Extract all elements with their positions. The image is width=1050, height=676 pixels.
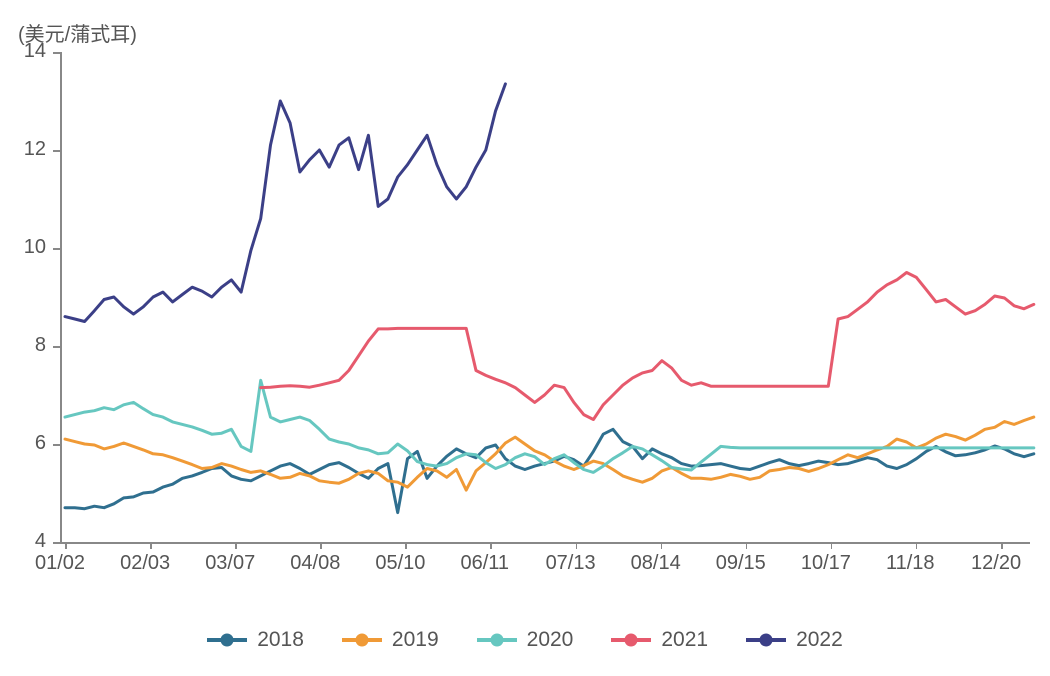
legend-swatch [477, 638, 517, 642]
x-tick-label: 04/08 [290, 552, 340, 575]
x-tick [320, 542, 322, 549]
y-tick-label: 14 [0, 40, 46, 63]
x-tick [65, 542, 67, 549]
x-tick [916, 542, 918, 549]
x-tick [746, 542, 748, 549]
x-tick-label: 05/10 [375, 552, 425, 575]
legend-marker [625, 634, 638, 647]
x-axis-line [60, 542, 1030, 544]
legend-item-2018: 2018 [207, 628, 304, 652]
y-tick [53, 52, 60, 54]
y-tick [53, 150, 60, 152]
x-tick-label: 07/13 [546, 552, 596, 575]
y-tick [53, 248, 60, 250]
x-tick-label: 12/20 [971, 552, 1021, 575]
y-tick [53, 346, 60, 348]
y-axis-line [60, 52, 62, 542]
x-tick-label: 08/14 [631, 552, 681, 575]
x-tick-label: 10/17 [801, 552, 851, 575]
y-tick-label: 4 [0, 530, 46, 553]
legend-item-2022: 2022 [746, 628, 843, 652]
series-line-2018 [65, 429, 1034, 512]
legend-swatch [746, 638, 786, 642]
y-tick-label: 10 [0, 236, 46, 259]
x-tick-label: 03/07 [205, 552, 255, 575]
x-tick [661, 542, 663, 549]
x-tick [490, 542, 492, 549]
series-line-2022 [65, 84, 505, 322]
series-line-2021 [261, 273, 1034, 420]
legend-item-2019: 2019 [342, 628, 439, 652]
x-tick-label: 02/03 [120, 552, 170, 575]
legend-label: 2019 [392, 628, 439, 652]
y-tick-label: 12 [0, 138, 46, 161]
x-tick-label: 01/02 [35, 552, 85, 575]
legend-label: 2018 [257, 628, 304, 652]
legend-swatch [207, 638, 247, 642]
x-tick [150, 542, 152, 549]
series-line-2019 [65, 417, 1034, 490]
y-tick-label: 8 [0, 334, 46, 357]
legend-marker [490, 634, 503, 647]
y-tick-label: 6 [0, 432, 46, 455]
legend-marker [221, 634, 234, 647]
x-tick [831, 542, 833, 549]
legend-marker [760, 634, 773, 647]
x-tick [576, 542, 578, 549]
legend: 2018 2019 2020 2021 2022 [0, 628, 1050, 652]
legend-label: 2022 [796, 628, 843, 652]
x-tick-label: 09/15 [716, 552, 766, 575]
chart-container: (美元/蒲式耳) 20182019202020212022 4681012140… [0, 0, 1050, 676]
legend-swatch [611, 638, 651, 642]
x-tick [1001, 542, 1003, 549]
legend-label: 2020 [527, 628, 574, 652]
x-tick [405, 542, 407, 549]
y-tick [53, 444, 60, 446]
legend-item-2021: 2021 [611, 628, 708, 652]
y-tick [53, 542, 60, 544]
legend-swatch [342, 638, 382, 642]
legend-label: 2021 [661, 628, 708, 652]
x-tick-label: 06/11 [460, 552, 509, 575]
legend-item-2020: 2020 [477, 628, 574, 652]
x-tick [235, 542, 237, 549]
x-tick-label: 11/18 [886, 552, 935, 575]
legend-marker [355, 634, 368, 647]
